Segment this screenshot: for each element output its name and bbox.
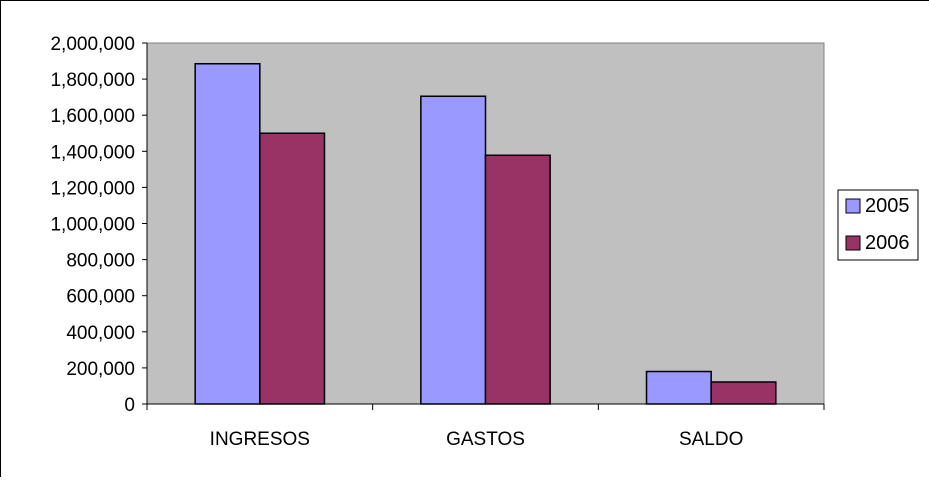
- y-tick-label: 1,000,000: [50, 215, 135, 236]
- y-tick-label: 1,200,000: [50, 178, 135, 199]
- bar-2005-saldo: [647, 372, 712, 404]
- y-tick-label: 0: [124, 395, 135, 416]
- y-tick-label: 400,000: [66, 323, 135, 344]
- y-tick-label: 1,800,000: [50, 70, 135, 91]
- y-tick-label: 600,000: [66, 287, 135, 308]
- bar-2006-gastos: [486, 155, 551, 404]
- legend-label-2006: 2006: [865, 232, 910, 254]
- x-tick-label: INGRESOS: [210, 429, 310, 450]
- legend-label-2005: 2005: [865, 195, 910, 217]
- y-tick-label: 1,600,000: [50, 106, 135, 127]
- bar-2006-saldo: [711, 382, 776, 404]
- legend: 2005 2006: [838, 190, 918, 260]
- bar-2005-ingresos: [195, 64, 260, 404]
- bar-2005-gastos: [421, 96, 486, 404]
- y-tick-label: 2,000,000: [50, 34, 135, 55]
- x-tick-label: GASTOS: [446, 429, 525, 450]
- y-tick-label: 1,400,000: [50, 142, 135, 163]
- x-tick-label: SALDO: [679, 429, 743, 450]
- legend-swatch-2005: [846, 199, 860, 213]
- legend-swatch-2006: [846, 236, 860, 250]
- y-tick-label: 200,000: [66, 359, 135, 380]
- bar-2006-ingresos: [260, 133, 325, 404]
- y-tick-label: 800,000: [66, 251, 135, 272]
